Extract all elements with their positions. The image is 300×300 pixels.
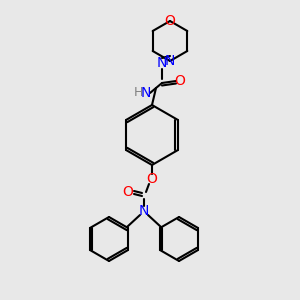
- Text: O: O: [123, 185, 134, 199]
- Text: O: O: [175, 74, 185, 88]
- Text: H: H: [133, 86, 143, 100]
- Text: N: N: [141, 86, 151, 100]
- Text: N: N: [139, 204, 149, 218]
- Text: O: O: [147, 172, 158, 186]
- Text: N: N: [157, 56, 167, 70]
- Text: O: O: [165, 14, 176, 28]
- Text: N: N: [165, 54, 175, 68]
